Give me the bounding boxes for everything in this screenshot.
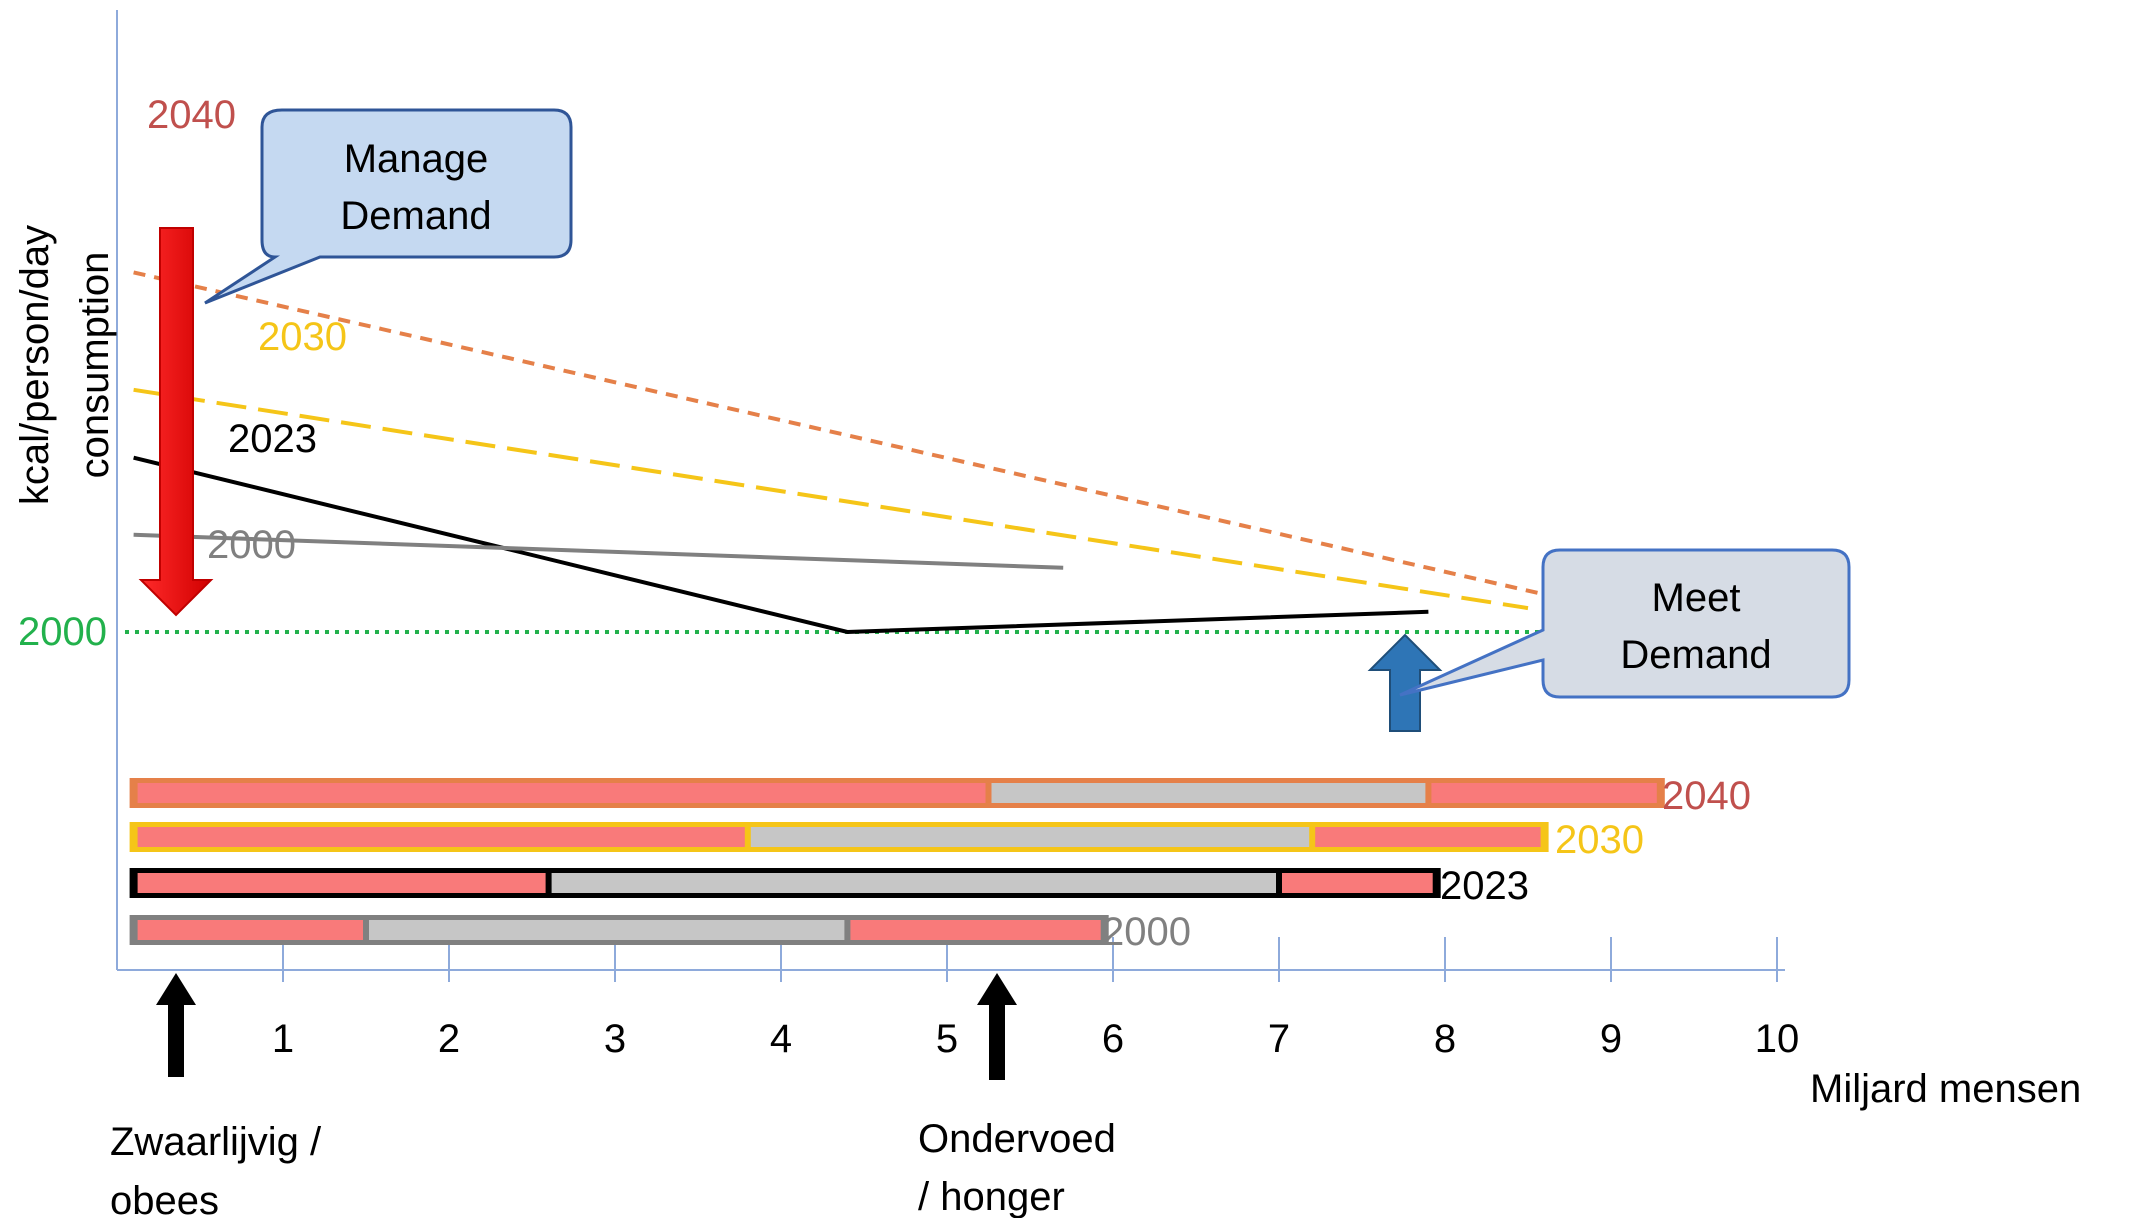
bar-2040-normal — [991, 783, 1426, 803]
manage-demand-line2: Demand — [340, 194, 491, 238]
x-tick-label-3: 3 — [604, 1017, 626, 1061]
bar-2040-hunger — [1431, 783, 1657, 803]
obese-label-line2: obees — [110, 1179, 219, 1218]
hunger-label-line2: / honger — [918, 1175, 1065, 1218]
x-tick-label-10: 10 — [1755, 1017, 1800, 1061]
x-tick-label-2: 2 — [438, 1017, 460, 1061]
meet-demand-line2: Demand — [1620, 633, 1771, 677]
x-tick-label-4: 4 — [770, 1017, 792, 1061]
bar-label-2030: 2030 — [1555, 818, 1644, 862]
manage-demand-callout — [204, 108, 573, 305]
y-axis-label: kcal/person/day — [13, 225, 57, 505]
bar-2000-obese — [137, 920, 363, 940]
obese-label-line1: Zwaarlijvig / — [110, 1120, 322, 1164]
series-label-2023: 2023 — [228, 417, 317, 461]
series-line-2030 — [133, 387, 1529, 611]
series-line-2023 — [133, 455, 1429, 635]
population-bars — [129, 778, 1665, 945]
threshold-label: 2000 — [18, 610, 107, 654]
bar-2023-obese — [137, 873, 546, 893]
bar-label-2000: 2000 — [1102, 910, 1191, 954]
bar-label-2023: 2023 — [1440, 864, 1529, 908]
x-tick-label-7: 7 — [1268, 1017, 1290, 1061]
x-tick-labels: 1 2 3 4 5 6 7 8 9 10 — [272, 1017, 1799, 1061]
series-line-2000 — [133, 532, 1064, 570]
bar-2000-normal — [369, 920, 845, 940]
bar-2023-hunger — [1282, 873, 1433, 893]
bar-2000-hunger — [850, 920, 1101, 940]
bar-2040-obese — [137, 783, 986, 803]
meet-demand-line1: Meet — [1652, 576, 1741, 620]
x-tick-label-6: 6 — [1102, 1017, 1124, 1061]
x-tick-label-9: 9 — [1600, 1017, 1622, 1061]
series-label-2000: 2000 — [207, 523, 296, 567]
meet-demand-callout — [1399, 548, 1851, 699]
increase-arrow-icon — [1367, 633, 1443, 732]
manage-demand-line1: Manage — [344, 137, 489, 181]
bar-2030-obese — [137, 827, 745, 847]
bar-2030-normal — [750, 827, 1310, 847]
series-label-2030: 2030 — [258, 315, 347, 359]
bar-2023-normal — [551, 873, 1276, 893]
x-tick-label-5: 5 — [936, 1017, 958, 1061]
series-line-2040 — [133, 270, 1662, 623]
y-axis-label-2: consumption — [73, 252, 117, 479]
series-label-2040: 2040 — [147, 93, 236, 137]
x-tick-label-1: 1 — [272, 1017, 294, 1061]
series-lines — [133, 270, 1662, 635]
bar-label-2040: 2040 — [1662, 774, 1751, 818]
decrease-arrow-icon — [138, 227, 214, 617]
obese-pointer-arrow-icon — [156, 973, 196, 1077]
hunger-pointer-arrow-icon — [977, 973, 1017, 1080]
x-tick-label-8: 8 — [1434, 1017, 1456, 1061]
hunger-label-line1: Ondervoed — [918, 1117, 1116, 1161]
x-axis-label: Miljard mensen — [1810, 1067, 2081, 1111]
bar-2030-hunger — [1315, 827, 1541, 847]
